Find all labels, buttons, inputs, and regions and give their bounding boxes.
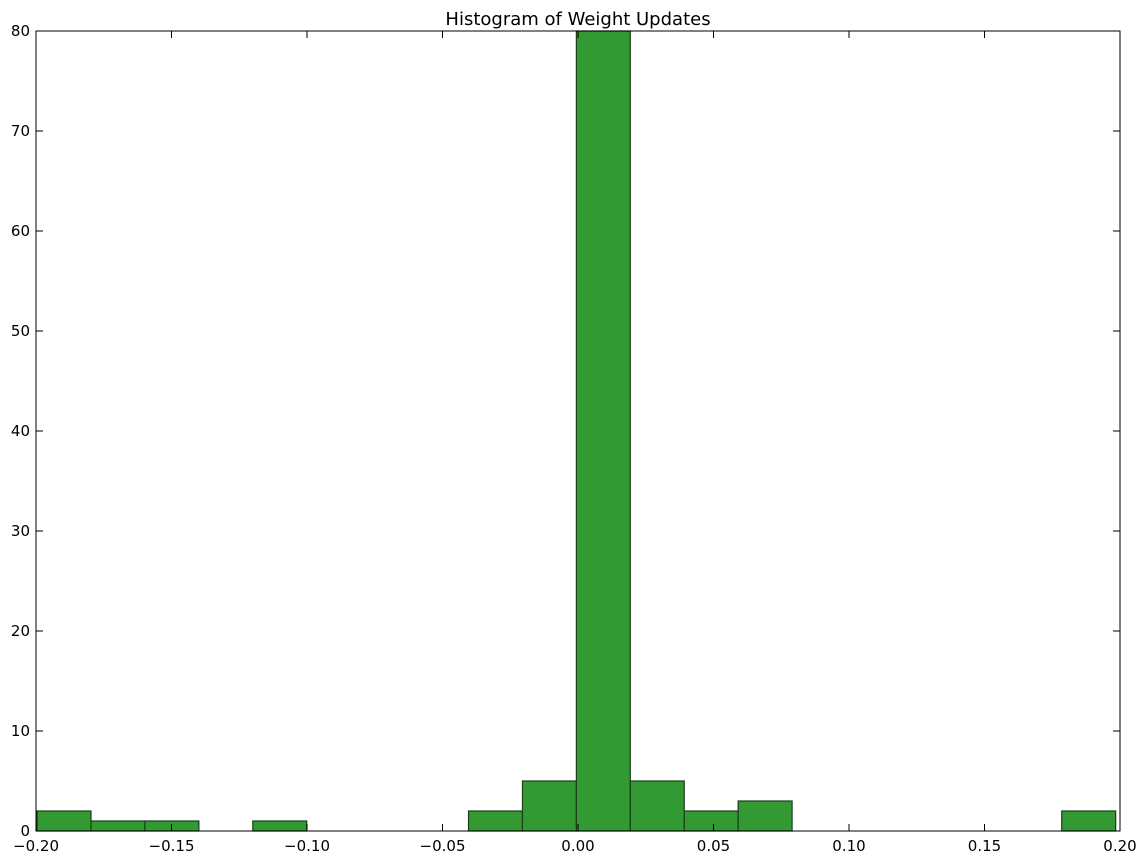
histogram-bar-8 — [467, 810, 524, 832]
histogram-bar-13 — [737, 800, 793, 832]
x-tick-label: 0.05 — [697, 837, 730, 855]
histogram-bar-10 — [575, 30, 631, 832]
y-tick-label: 40 — [11, 422, 30, 440]
plot-frame — [35, 30, 1121, 832]
histogram-bar-4 — [252, 820, 308, 832]
y-tick-label: 0 — [20, 822, 30, 840]
y-tick-label: 70 — [11, 122, 30, 140]
y-tick-label: 80 — [11, 22, 30, 40]
tick-labels-layer: −0.20 −0.15 −0.10 −0.05 0.00 0.05 0.10 0.15 0.20… — [11, 22, 1137, 855]
y-tick-label: 60 — [11, 222, 30, 240]
histogram-bar-1 — [90, 820, 146, 832]
x-tick-label: 0.10 — [832, 837, 865, 855]
x-tick-label: 0.15 — [968, 837, 1001, 855]
histogram-bar-9 — [521, 780, 577, 832]
histogram-bar-11 — [629, 780, 685, 832]
x-tick-label: −0.15 — [149, 837, 195, 855]
y-tick-label: 50 — [11, 322, 30, 340]
y-tick-label: 10 — [11, 722, 30, 740]
histogram-bar-0 — [36, 810, 92, 832]
x-tick-label: −0.05 — [420, 837, 466, 855]
chart-title: Histogram of Weight Updates — [445, 9, 710, 30]
x-tick-label: −0.20 — [13, 837, 59, 855]
y-tick-label: 20 — [11, 622, 30, 640]
x-tick-label: 0.00 — [561, 837, 594, 855]
bars-layer — [36, 30, 1117, 832]
y-tick-label: 30 — [11, 522, 30, 540]
x-tick-label: 0.20 — [1103, 837, 1136, 855]
histogram-bar-19 — [1061, 810, 1117, 832]
x-tick-label: −0.10 — [284, 837, 330, 855]
histogram-bar-12 — [683, 810, 739, 832]
